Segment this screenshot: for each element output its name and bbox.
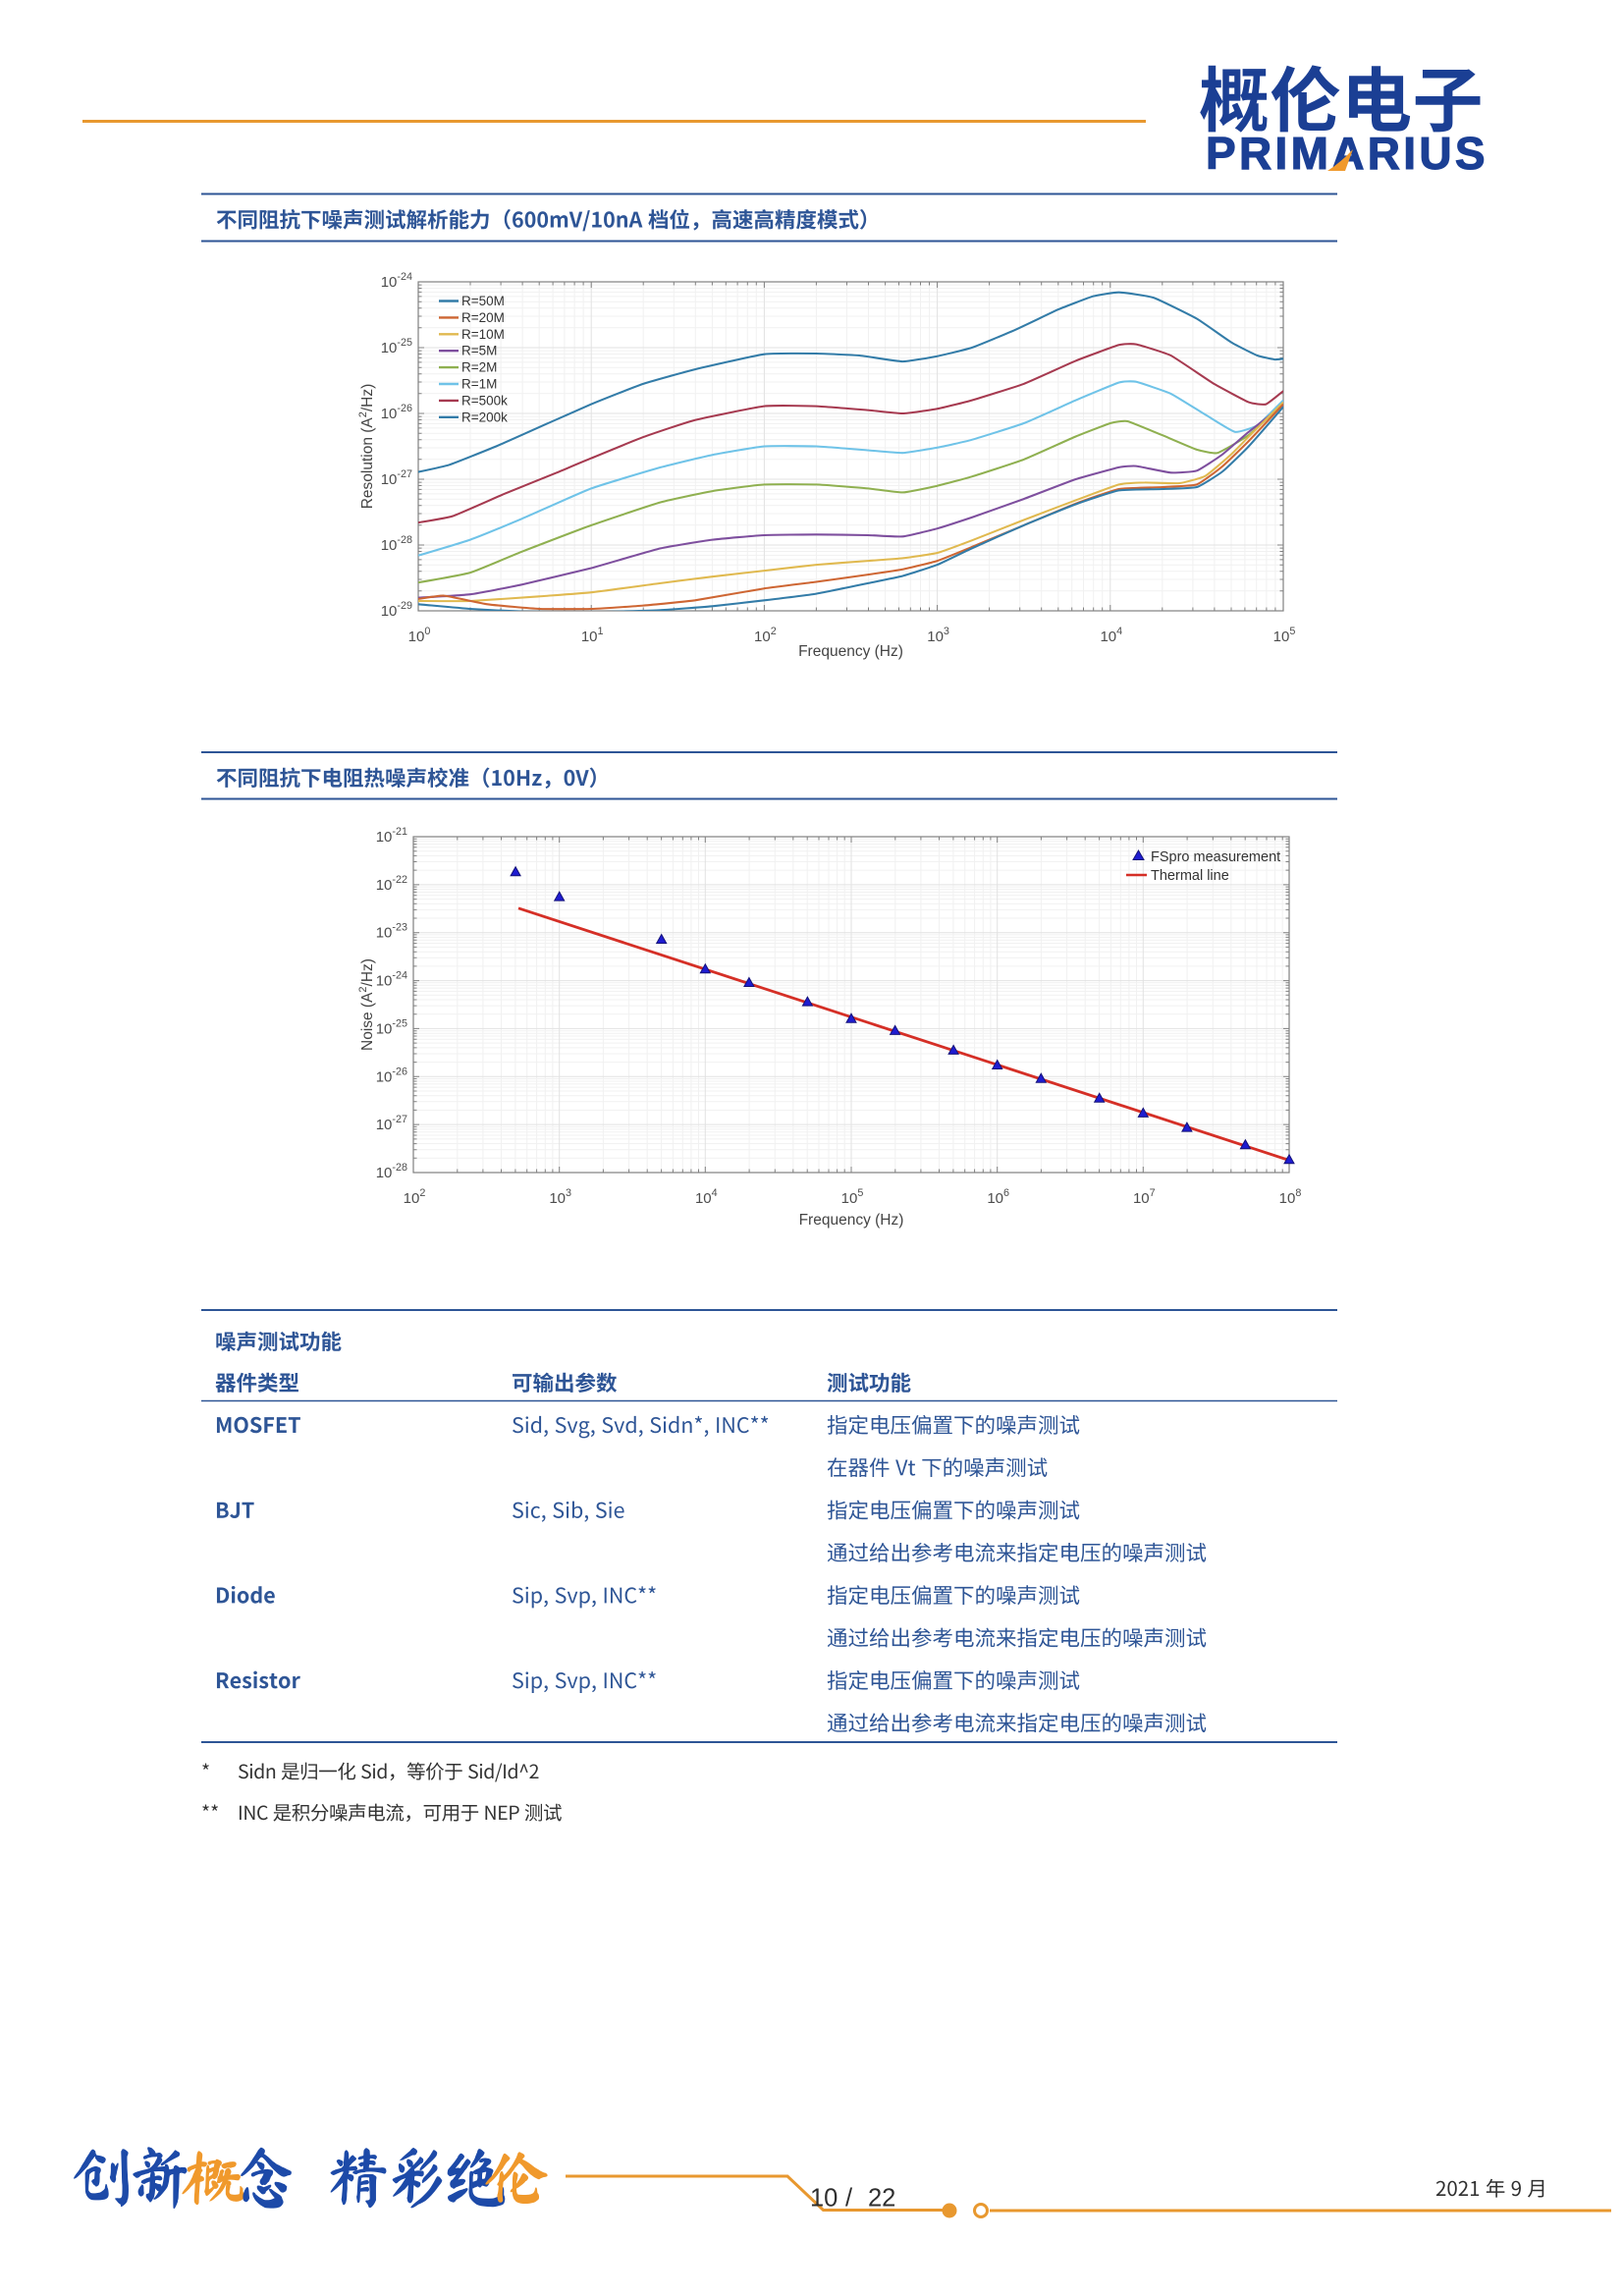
svg-text:R=2M: R=2M: [461, 360, 497, 375]
svg-text:R=5M: R=5M: [461, 344, 497, 358]
svg-text:R=1M: R=1M: [461, 377, 497, 392]
svg-text:R=20M: R=20M: [461, 310, 505, 325]
svg-text:R=10M: R=10M: [461, 327, 505, 342]
svg-text:Frequency (Hz): Frequency (Hz): [798, 643, 903, 660]
svg-text:R=200k: R=200k: [461, 410, 508, 424]
svg-text:PRIMARIUS: PRIMARIUS: [1206, 128, 1488, 179]
svg-text:R=500k: R=500k: [461, 393, 508, 408]
svg-text:/: /: [845, 2185, 853, 2213]
svg-text:FSpro measurement: FSpro measurement: [1151, 849, 1280, 865]
svg-text:R=50M: R=50M: [461, 294, 505, 308]
svg-text:Noise (A2/Hz): Noise (A2/Hz): [357, 958, 376, 1051]
svg-text:Frequency (Hz): Frequency (Hz): [799, 1212, 904, 1229]
svg-text:22: 22: [868, 2185, 895, 2213]
svg-text:10: 10: [810, 2185, 838, 2213]
svg-text:Thermal line: Thermal line: [1151, 868, 1229, 884]
svg-text:Resolution (A2/Hz): Resolution (A2/Hz): [357, 384, 376, 510]
